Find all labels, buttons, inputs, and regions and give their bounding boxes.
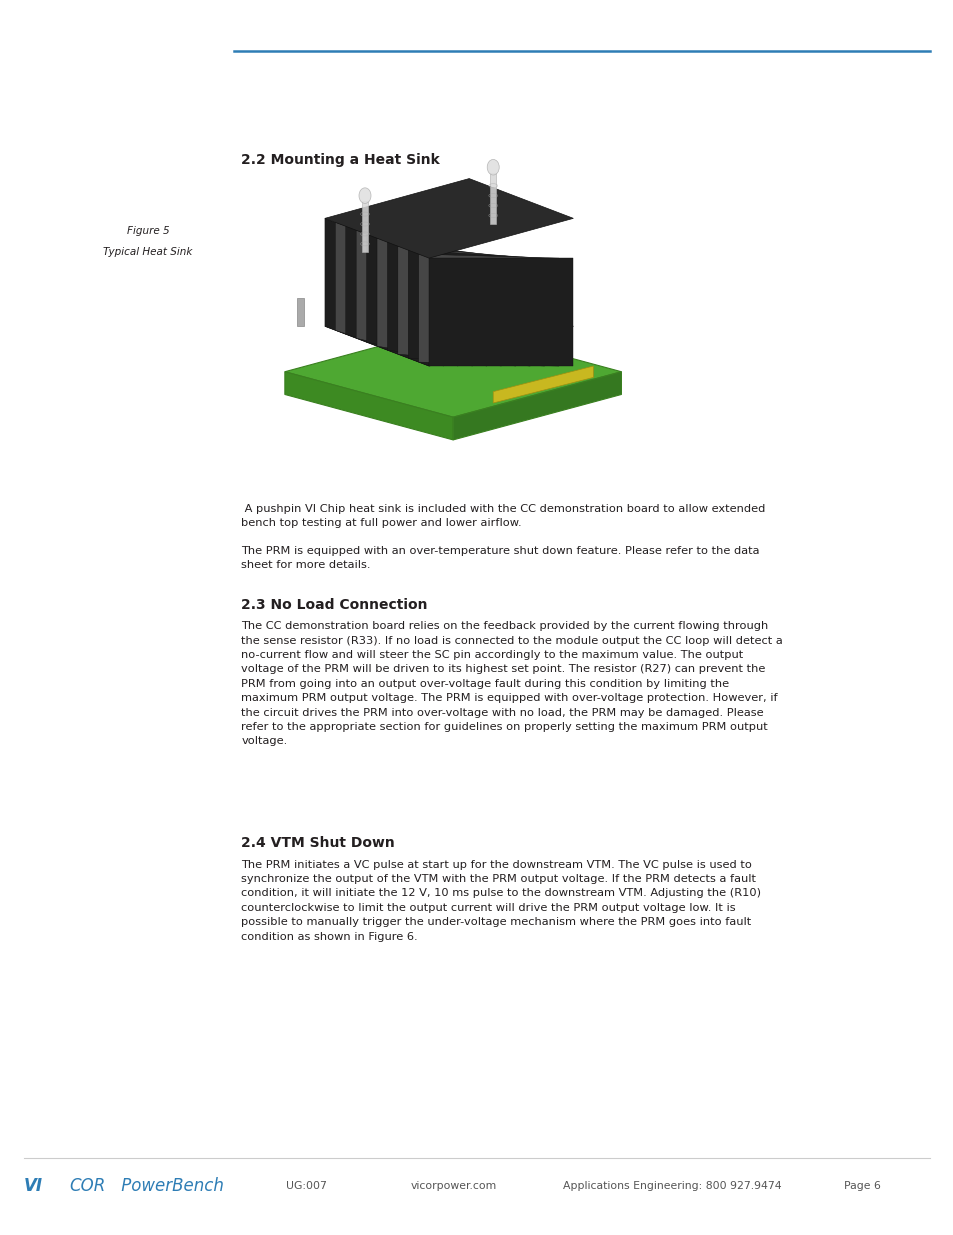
Polygon shape <box>325 179 573 258</box>
Text: 2.2 Mounting a Heat Sink: 2.2 Mounting a Heat Sink <box>241 153 439 167</box>
Bar <box>361 201 368 252</box>
Polygon shape <box>453 372 620 440</box>
Polygon shape <box>285 326 620 417</box>
Circle shape <box>487 159 498 175</box>
Polygon shape <box>325 287 573 366</box>
Polygon shape <box>355 230 472 366</box>
Bar <box>253 173 653 457</box>
Polygon shape <box>345 226 457 366</box>
Polygon shape <box>387 242 516 366</box>
Text: The PRM is equipped with an over-temperature shut down feature. Please refer to : The PRM is equipped with an over-tempera… <box>241 546 760 571</box>
Polygon shape <box>366 235 486 366</box>
Text: UG:007: UG:007 <box>286 1181 327 1191</box>
Polygon shape <box>376 238 500 366</box>
Text: VI: VI <box>24 1177 43 1194</box>
Text: Figure 5: Figure 5 <box>127 226 169 236</box>
Polygon shape <box>325 219 429 366</box>
Polygon shape <box>397 246 530 366</box>
Text: The CC demonstration board relies on the feedback provided by the current flowin: The CC demonstration board relies on the… <box>241 621 782 746</box>
Text: COR: COR <box>70 1177 106 1194</box>
Text: 2.3 No Load Connection: 2.3 No Load Connection <box>241 598 427 611</box>
Text: vicorpower.com: vicorpower.com <box>410 1181 496 1191</box>
Text: A pushpin VI Chip heat sink is included with the CC demonstration board to allow: A pushpin VI Chip heat sink is included … <box>241 504 765 529</box>
Bar <box>490 173 496 224</box>
Polygon shape <box>418 254 558 366</box>
Text: Applications Engineering: 800 927.9474: Applications Engineering: 800 927.9474 <box>562 1181 781 1191</box>
Polygon shape <box>493 366 593 403</box>
Text: Typical Heat Sink: Typical Heat Sink <box>103 247 193 257</box>
Text: The PRM initiates a VC pulse at start up for the downstream VTM. The VC pulse is: The PRM initiates a VC pulse at start up… <box>241 860 760 941</box>
Text: 2.4 VTM Shut Down: 2.4 VTM Shut Down <box>241 836 395 850</box>
Polygon shape <box>429 258 573 366</box>
Polygon shape <box>335 222 443 366</box>
Text: PowerBench: PowerBench <box>116 1177 224 1194</box>
Bar <box>297 298 304 326</box>
Text: Page 6: Page 6 <box>843 1181 881 1191</box>
Polygon shape <box>285 372 453 440</box>
Circle shape <box>358 188 371 204</box>
Polygon shape <box>408 251 544 366</box>
